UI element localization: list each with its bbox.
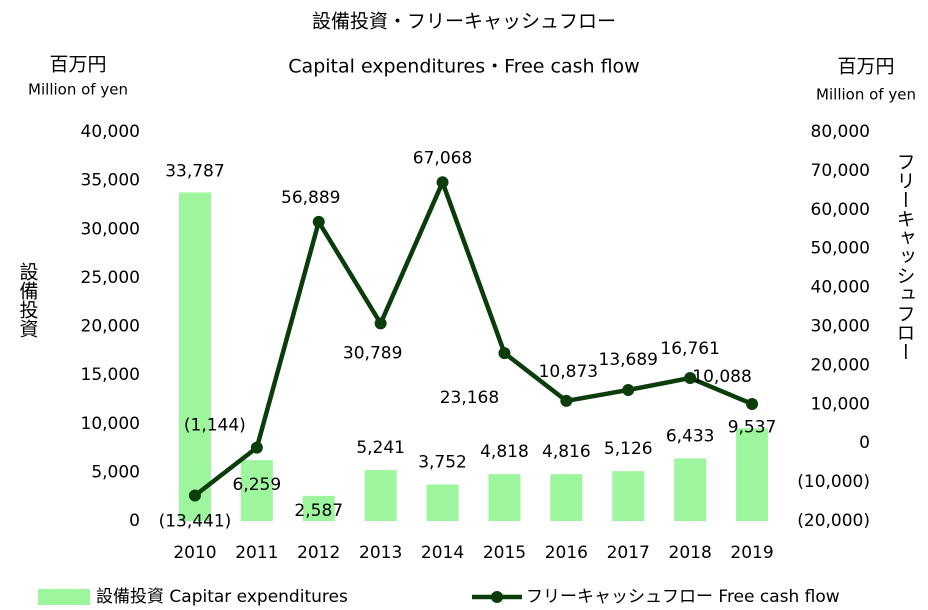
y2-tick-label: 40,000 (811, 278, 870, 298)
line-value-label: (13,441) (159, 511, 232, 531)
bar (240, 460, 273, 521)
y-tick-label: 10,000 (81, 414, 140, 434)
x-tick-label: 2010 (173, 543, 216, 563)
line-value-label: 10,873 (539, 362, 598, 382)
y-unit: 百万円 (49, 54, 106, 76)
bar-value-label: 9,537 (728, 417, 777, 437)
y-tick-label: 5,000 (91, 462, 140, 482)
y-tick-label: 30,000 (81, 219, 140, 239)
legend-label: 設備投資 Capitar expenditures (96, 587, 348, 607)
bar (488, 474, 521, 521)
line-marker (684, 371, 697, 384)
legend-swatch (38, 589, 90, 605)
line-marker (560, 394, 573, 407)
line-value-label: 67,068 (413, 148, 472, 168)
y2-axis-label: フリーキャッシュフロー (894, 152, 916, 361)
chart-title: 設備投資・フリーキャッシュフロー (312, 11, 616, 33)
x-tick-label: 2017 (607, 543, 650, 563)
line-value-label: 16,761 (660, 339, 719, 359)
bar-value-label: 33,787 (165, 161, 224, 181)
line-marker (498, 347, 511, 360)
y-tick-label: 35,000 (81, 171, 140, 191)
y2-tick-label: 60,000 (811, 200, 870, 220)
y2-unit: 百万円 (837, 56, 894, 78)
y2-unit-en: Million of yen (816, 86, 916, 104)
y-tick-label: 15,000 (81, 365, 140, 385)
y-tick-label: 40,000 (81, 122, 140, 142)
x-tick-label: 2014 (421, 543, 464, 563)
line-marker (312, 215, 325, 228)
line-value-label: 13,689 (599, 350, 658, 370)
y2-tick-label: (20,000) (797, 511, 870, 531)
bar-value-label: 3,752 (418, 453, 467, 473)
x-tick-label: 2015 (483, 543, 526, 563)
y2-tick-label: 50,000 (811, 239, 870, 259)
chart-subtitle: Capital expenditures・Free cash flow (288, 56, 639, 78)
x-tick-label: 2019 (730, 543, 773, 563)
y-tick-label: 25,000 (81, 268, 140, 288)
y2-tick-label: 30,000 (811, 317, 870, 337)
y2-tick-label: 0 (859, 433, 870, 453)
line-marker (188, 489, 201, 502)
line-marker (436, 176, 449, 189)
bar (364, 470, 397, 521)
x-tick-label: 2013 (359, 543, 402, 563)
bar-value-label: 6,259 (233, 475, 282, 495)
y-tick-label: 0 (129, 511, 140, 531)
y2-tick-label: 70,000 (811, 161, 870, 181)
bar-value-label: 4,818 (480, 442, 529, 462)
line-value-label: 30,789 (343, 343, 402, 363)
line-value-label: (1,144) (184, 416, 246, 436)
y2-tick-label: (10,000) (797, 472, 870, 492)
bar-value-label: 6,433 (666, 426, 715, 446)
bar (674, 458, 707, 521)
bar (736, 428, 769, 521)
x-tick-label: 2011 (235, 543, 278, 563)
bar-value-label: 5,126 (604, 439, 653, 459)
x-tick-label: 2016 (545, 543, 588, 563)
y2-tick-label: 80,000 (811, 122, 870, 142)
bar (178, 192, 211, 521)
line-marker (374, 317, 387, 330)
x-tick-label: 2018 (669, 543, 712, 563)
bar-value-label: 2,587 (294, 501, 343, 521)
bar-value-label: 4,816 (542, 442, 591, 462)
bar (612, 471, 645, 521)
bar (550, 474, 583, 521)
legend-label: フリーキャッシュフロー Free cash flow (526, 587, 840, 607)
y2-tick-label: 10,000 (811, 394, 870, 414)
y-tick-label: 20,000 (81, 317, 140, 337)
y2-tick-label: 20,000 (811, 355, 870, 375)
bar-value-label: 5,241 (356, 438, 405, 458)
legend-marker (491, 591, 503, 603)
line-marker (746, 397, 759, 410)
line-value-label: 10,088 (692, 367, 751, 387)
line-value-label: 23,168 (440, 388, 499, 408)
line-value-label: 56,889 (281, 188, 340, 208)
line-marker (250, 441, 263, 454)
line-marker (622, 383, 635, 396)
x-tick-label: 2012 (297, 543, 340, 563)
bar (426, 484, 459, 521)
bar (302, 495, 335, 521)
line (193, 180, 753, 498)
y-axis-label: 設備投資 (17, 262, 39, 338)
y-unit-en: Million of yen (28, 81, 128, 99)
